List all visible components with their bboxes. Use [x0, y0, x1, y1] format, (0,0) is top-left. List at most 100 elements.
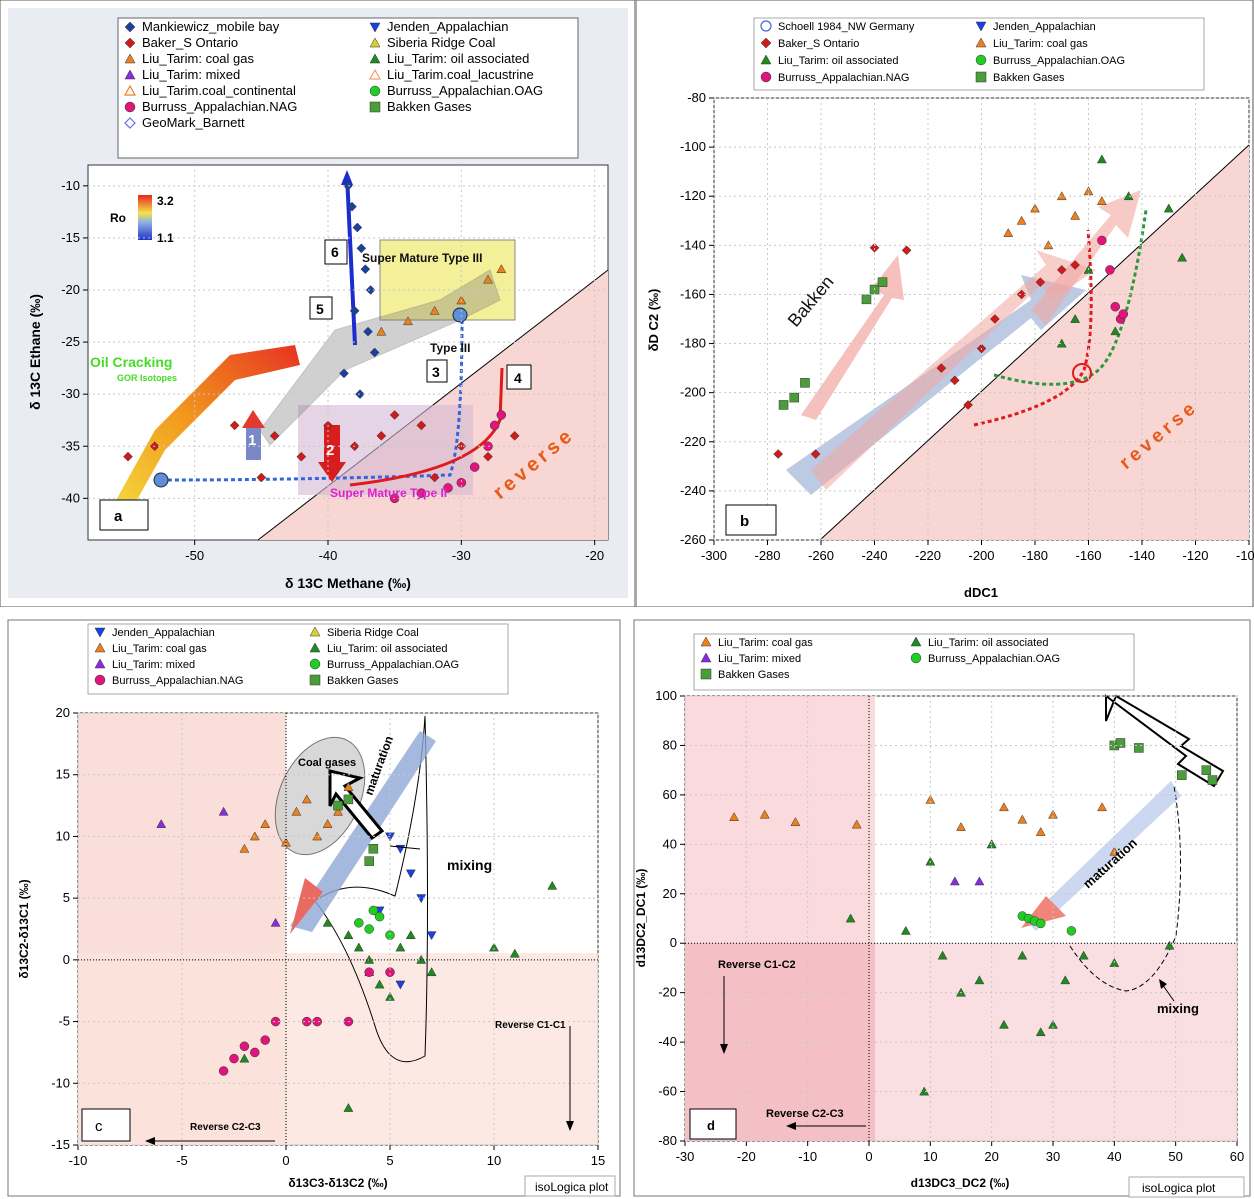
y-tick-label: -20 — [61, 282, 80, 297]
legend-label: Siberia Ridge Coal — [387, 35, 496, 50]
data-point — [496, 410, 507, 420]
legend-label: Schoell 1984_NW Germany — [778, 21, 915, 33]
data-point — [800, 378, 810, 388]
data-point — [974, 975, 985, 985]
legend-marker-liu-tarim-oil-associated — [369, 53, 381, 64]
data-point — [1118, 309, 1129, 319]
data-point — [395, 942, 406, 952]
maturation-arrow-d — [1026, 781, 1181, 931]
data-point — [239, 1053, 250, 1063]
legend-marker-liu-tarim-coal-gas — [975, 37, 987, 48]
number-4: 4 — [514, 370, 522, 386]
data-point — [1078, 950, 1089, 960]
x-tick-label: -160 — [1075, 548, 1101, 563]
data-point — [1048, 1019, 1058, 1029]
data-point — [861, 294, 872, 305]
data-point — [1060, 975, 1071, 985]
watermark-d-box — [1128, 1176, 1245, 1198]
data-point — [429, 472, 440, 483]
panel-a-tag — [99, 499, 149, 531]
data-point — [360, 264, 371, 275]
number-box-6-frame — [324, 239, 348, 265]
data-point — [322, 819, 333, 828]
data-point — [218, 1066, 229, 1076]
y-tick-label: 20 — [663, 886, 677, 901]
data-point — [773, 449, 784, 459]
ylabel-d: d13DC2_DC1 (‰) — [634, 869, 648, 968]
panel-d: Liu_Tarim: coal gas Liu_Tarim: mixed Bakke… — [633, 619, 1251, 1198]
arrow-2-body — [324, 425, 340, 463]
legend-marker-bakken-gases — [975, 71, 987, 83]
data-point — [416, 420, 427, 431]
data-point — [456, 477, 467, 488]
y-tick-label: -40 — [658, 1034, 677, 1049]
label-reverse-c2c3-c: Reverse C2-C3 — [190, 1122, 261, 1133]
ylabel-a: δ 13C Ethane (‰) — [27, 294, 43, 410]
x-tick-label: 15 — [591, 1153, 605, 1168]
data-point — [877, 277, 888, 287]
upper-arrow-b — [1031, 190, 1141, 325]
trend-green-dotted-b — [993, 209, 1148, 386]
y-tick-label: -180 — [680, 336, 706, 351]
y-tick-label: 20 — [56, 705, 70, 720]
data-point — [1201, 765, 1212, 775]
legend-label: Liu_Tarim: mixed — [112, 659, 195, 671]
arrow-2-head — [318, 462, 346, 482]
data-point — [790, 817, 801, 826]
label-super-mature-type3: Super Mature Type III — [362, 251, 482, 265]
data-point — [1016, 215, 1027, 225]
data-point — [1070, 313, 1081, 323]
legend-label: Burruss_Appalachian.NAG — [778, 72, 909, 84]
number-box-2: 2 — [326, 442, 334, 459]
x-tick-label: 0 — [865, 1149, 872, 1164]
x-tick-label: -50 — [185, 548, 204, 563]
legend-label: Liu_Tarim: coal gas — [112, 643, 207, 655]
legend-label: Liu_Tarim.coal_continental — [142, 83, 296, 98]
svg-text:1: 1 — [248, 432, 256, 449]
panel-d-letter: d — [707, 1118, 715, 1133]
legend-c-items: Jenden_Appalachian Liu_Tarim: coal gas Liu… — [94, 626, 459, 687]
reverse-c1c2-region — [78, 953, 598, 1145]
data-point — [405, 869, 416, 879]
x-tick-label: -20 — [585, 548, 604, 563]
mixing-envelope-a — [259, 269, 501, 446]
x-tick-label: 0 — [282, 1153, 289, 1168]
number-6: 6 — [331, 244, 339, 260]
data-point — [759, 809, 770, 819]
data-point — [509, 430, 520, 441]
label-super-mature-type2: Super Mature Type II — [330, 486, 447, 500]
y-tick-label: -5 — [58, 1014, 70, 1029]
y-tick-label: -120 — [680, 188, 706, 203]
y-tick-label: -260 — [680, 532, 706, 547]
panel-b-tag — [725, 504, 777, 536]
y-tick-label: -240 — [680, 483, 706, 498]
legend-marker-liu-tarim-coal-gas — [700, 636, 712, 647]
data-point — [364, 856, 374, 866]
data-point — [260, 1035, 270, 1045]
legend-c — [87, 623, 509, 695]
points-d — [729, 738, 1218, 1096]
mixing-curve-d — [1069, 785, 1182, 992]
data-point — [1110, 326, 1121, 336]
data-point — [990, 314, 1000, 324]
data-point — [395, 980, 406, 990]
data-point — [312, 1016, 322, 1027]
data-point — [925, 794, 936, 804]
panel-c-tag — [81, 1108, 131, 1142]
ro-min-label: 1.1 — [157, 231, 174, 245]
label-reverse-c2c3-d: Reverse C2-C3 — [766, 1108, 844, 1120]
data-point — [1048, 809, 1058, 819]
legend-marker-liu-tarim-coal-continental — [123, 84, 137, 96]
data-point — [343, 794, 354, 805]
data-point — [483, 274, 493, 284]
data-point — [483, 451, 493, 462]
y-tick-label: -15 — [51, 1137, 70, 1152]
data-point — [1070, 260, 1080, 270]
endpoint-a-left — [153, 472, 169, 488]
data-point — [239, 1041, 250, 1052]
legend-marker-schoell-1984-nw-germany — [760, 20, 772, 32]
data-point — [1105, 265, 1115, 275]
y-tick-label: 15 — [56, 767, 70, 782]
legend-label: Liu_Tarim: coal gas — [718, 637, 813, 649]
data-point — [1035, 277, 1046, 288]
